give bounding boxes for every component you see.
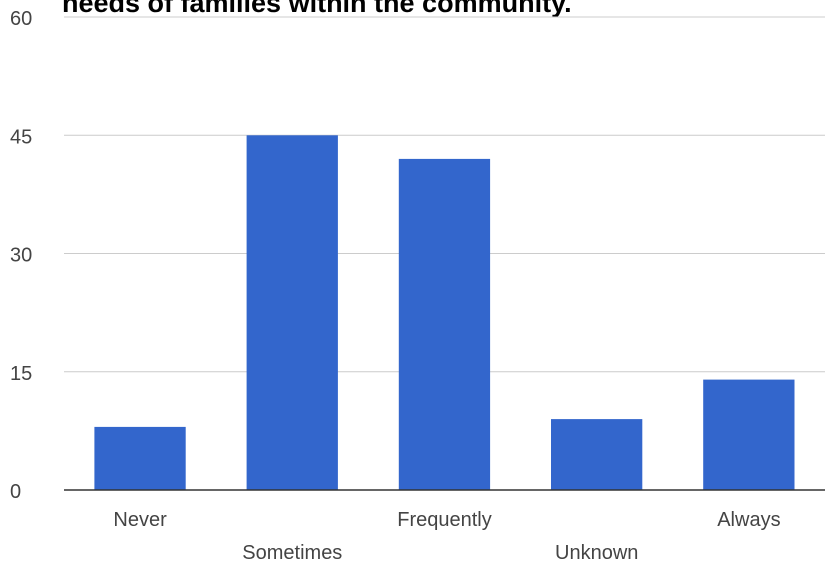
chart-title: needs of families within the community. <box>62 0 572 18</box>
y-tick-label-60: 60 <box>10 8 32 30</box>
x-tick-label-never: Never <box>113 509 167 531</box>
y-axis-tick-labels: 0 15 30 45 60 <box>10 8 32 503</box>
x-tick-label-unknown: Unknown <box>555 542 638 564</box>
bar-sometimes <box>246 135 338 491</box>
bar-unknown <box>551 419 643 490</box>
x-axis-category-labels: Never Sometimes Frequently Unknown Always <box>113 509 780 564</box>
y-tick-label-0: 0 <box>10 481 21 503</box>
bars <box>94 135 795 491</box>
y-tick-label-15: 15 <box>10 363 32 385</box>
x-tick-label-always: Always <box>717 509 780 531</box>
x-tick-label-frequently: Frequently <box>397 509 492 531</box>
x-tick-label-sometimes: Sometimes <box>242 542 342 564</box>
bar-always <box>703 379 795 490</box>
bar-frequently <box>398 158 491 490</box>
bar-never <box>94 426 186 490</box>
y-tick-label-30: 30 <box>10 245 32 267</box>
y-tick-label-45: 45 <box>10 126 32 148</box>
